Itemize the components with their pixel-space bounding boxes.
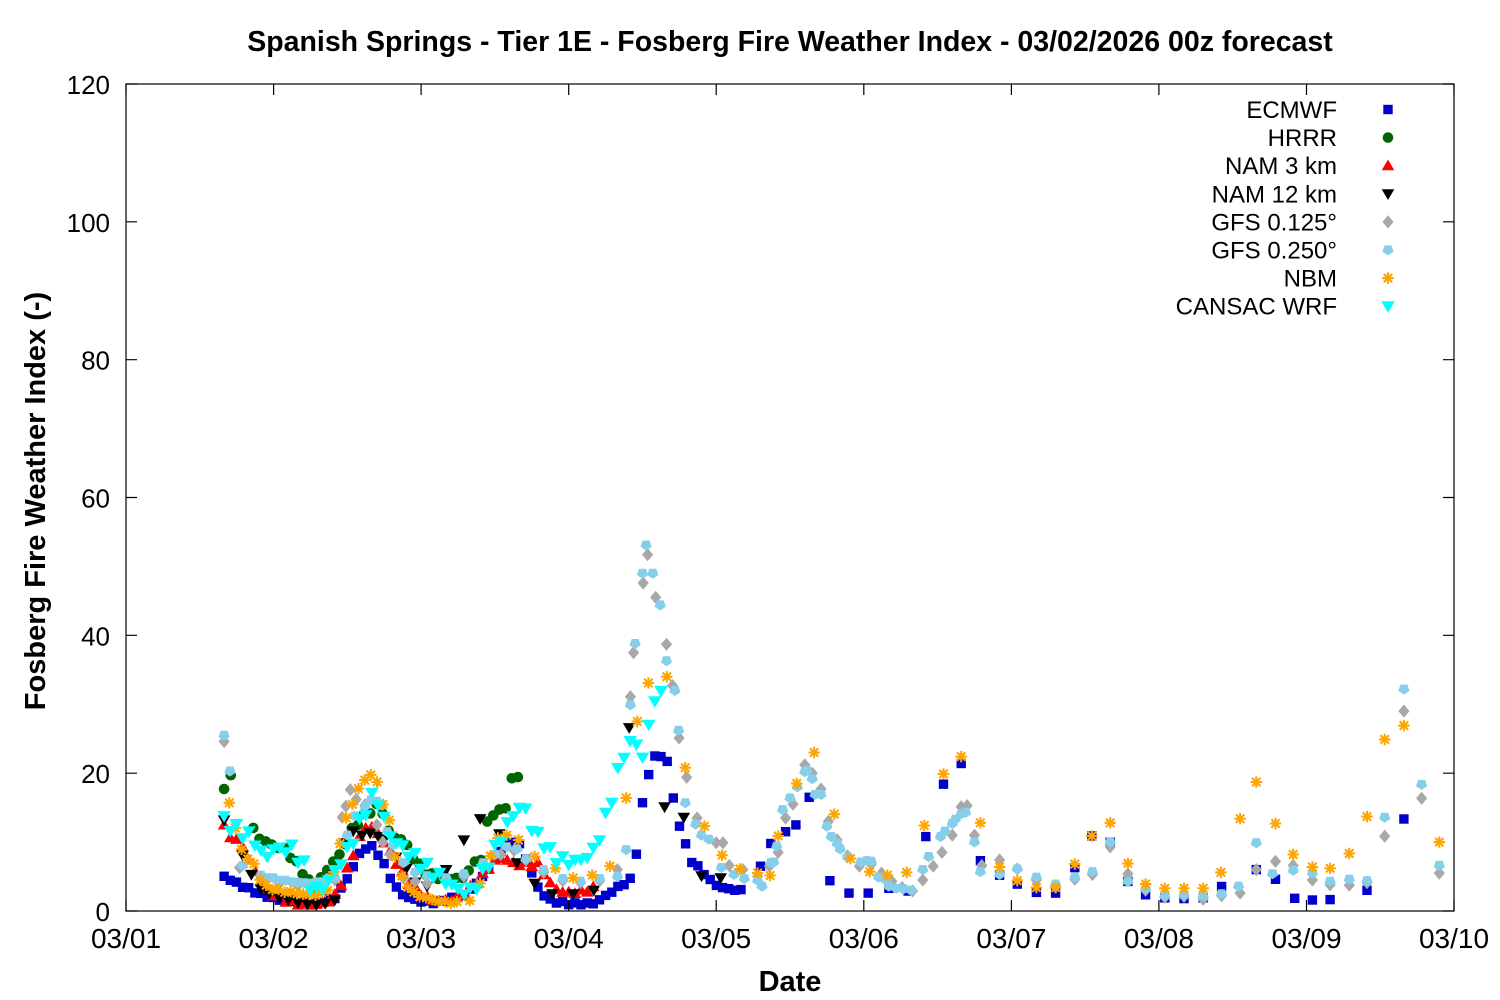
svg-text:03/04: 03/04	[534, 923, 604, 954]
svg-text:100: 100	[67, 208, 110, 238]
svg-text:NAM 12 km: NAM 12 km	[1212, 181, 1337, 208]
svg-text:NAM 3 km: NAM 3 km	[1225, 153, 1337, 180]
svg-text:HRRR: HRRR	[1268, 125, 1337, 152]
svg-text:0: 0	[96, 897, 110, 927]
svg-text:03/08: 03/08	[1124, 923, 1194, 954]
svg-text:60: 60	[81, 484, 110, 514]
svg-text:03/07: 03/07	[976, 923, 1046, 954]
svg-text:03/06: 03/06	[829, 923, 899, 954]
svg-text:GFS 0.125°: GFS 0.125°	[1211, 209, 1337, 236]
svg-text:Date: Date	[759, 966, 822, 998]
svg-text:03/03: 03/03	[386, 923, 456, 954]
svg-text:40: 40	[81, 621, 110, 651]
svg-text:03/10: 03/10	[1419, 923, 1489, 954]
svg-text:03/05: 03/05	[681, 923, 751, 954]
svg-text:03/01: 03/01	[91, 923, 161, 954]
svg-text:120: 120	[67, 70, 110, 100]
svg-text:03/02: 03/02	[239, 923, 309, 954]
svg-text:ECMWF: ECMWF	[1246, 97, 1337, 124]
svg-text:03/09: 03/09	[1271, 923, 1341, 954]
svg-text:Spanish Springs - Tier 1E - Fo: Spanish Springs - Tier 1E - Fosberg Fire…	[247, 26, 1333, 58]
svg-text:Fosberg Fire Weather Index (-): Fosberg Fire Weather Index (-)	[20, 292, 52, 710]
svg-text:GFS 0.250°: GFS 0.250°	[1211, 238, 1337, 265]
svg-text:80: 80	[81, 346, 110, 376]
svg-text:NBM: NBM	[1284, 266, 1337, 293]
svg-text:20: 20	[81, 759, 110, 789]
svg-text:CANSAC WRF: CANSAC WRF	[1176, 294, 1337, 321]
